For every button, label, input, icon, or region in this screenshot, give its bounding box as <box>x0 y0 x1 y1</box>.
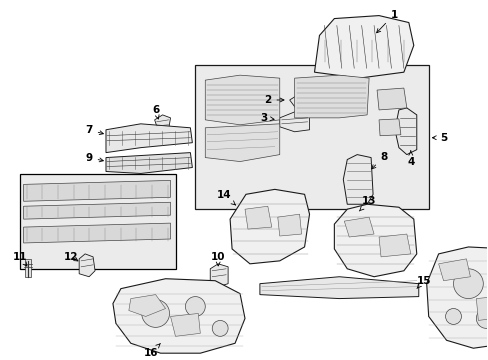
Text: 12: 12 <box>64 252 78 262</box>
Circle shape <box>185 297 205 316</box>
Circle shape <box>445 309 461 324</box>
Polygon shape <box>378 234 410 257</box>
Text: 16: 16 <box>143 343 160 358</box>
Text: 8: 8 <box>371 152 387 169</box>
Polygon shape <box>210 264 227 287</box>
Text: 7: 7 <box>85 125 103 135</box>
Polygon shape <box>128 294 165 316</box>
Text: 4: 4 <box>407 151 414 167</box>
Text: 14: 14 <box>216 190 235 205</box>
Polygon shape <box>376 88 406 110</box>
Polygon shape <box>279 112 309 132</box>
Polygon shape <box>154 115 170 132</box>
Polygon shape <box>378 119 400 136</box>
Text: 6: 6 <box>152 105 159 119</box>
Polygon shape <box>475 296 488 320</box>
Text: 10: 10 <box>210 252 225 266</box>
Circle shape <box>142 300 169 327</box>
Polygon shape <box>106 153 192 174</box>
Polygon shape <box>277 214 301 236</box>
Text: 9: 9 <box>85 153 103 163</box>
Polygon shape <box>106 124 192 153</box>
Polygon shape <box>334 204 416 277</box>
Bar <box>24 259 30 277</box>
Polygon shape <box>438 259 469 281</box>
Circle shape <box>452 269 482 298</box>
Circle shape <box>212 320 227 336</box>
Text: 5: 5 <box>431 133 447 143</box>
Polygon shape <box>230 189 309 264</box>
Polygon shape <box>23 202 170 219</box>
Polygon shape <box>205 75 279 125</box>
Bar <box>195 65 428 209</box>
Text: 13: 13 <box>359 196 376 211</box>
Polygon shape <box>259 277 418 298</box>
Polygon shape <box>170 314 200 336</box>
Polygon shape <box>294 75 368 118</box>
Text: 3: 3 <box>260 113 274 123</box>
Polygon shape <box>244 206 271 229</box>
Polygon shape <box>394 108 416 154</box>
Polygon shape <box>79 254 95 277</box>
Polygon shape <box>343 154 372 204</box>
Polygon shape <box>205 124 279 162</box>
Text: 1: 1 <box>376 10 397 33</box>
Polygon shape <box>113 279 244 353</box>
Circle shape <box>475 309 488 328</box>
Text: 17: 17 <box>0 359 1 360</box>
Polygon shape <box>314 15 413 78</box>
Text: 15: 15 <box>416 276 430 288</box>
Polygon shape <box>289 95 307 108</box>
Bar <box>20 175 176 269</box>
Polygon shape <box>426 247 488 348</box>
Polygon shape <box>23 180 170 201</box>
Text: 11: 11 <box>12 252 27 266</box>
Polygon shape <box>23 223 170 243</box>
Text: 2: 2 <box>264 95 284 105</box>
Polygon shape <box>344 217 373 237</box>
